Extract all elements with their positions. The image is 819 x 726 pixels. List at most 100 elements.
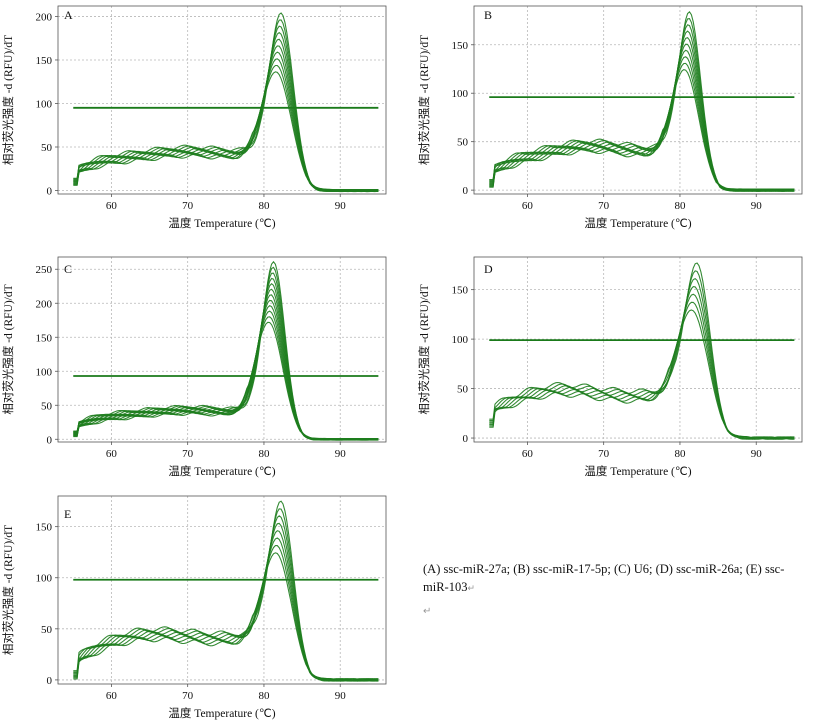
melt-curve: [73, 537, 379, 682]
melt-curve: [73, 58, 379, 193]
melt-curve: [489, 43, 795, 192]
x-axis-label: 温度 Temperature (℃): [584, 464, 691, 478]
y-tick-label: 150: [36, 55, 53, 67]
panel-label: C: [64, 262, 72, 276]
melt-curve: [73, 294, 379, 441]
y-tick-label: 50: [41, 400, 53, 412]
x-tick-label: 70: [598, 448, 610, 460]
melt-curve: [73, 316, 379, 441]
x-tick-label: 70: [182, 690, 194, 702]
x-tick-label: 90: [751, 200, 763, 212]
x-tick-label: 60: [106, 690, 118, 702]
x-tick-label: 60: [106, 200, 118, 212]
paragraph-mark: ↵: [467, 583, 475, 593]
melt-curve: [489, 49, 795, 192]
y-tick-label: 50: [457, 384, 469, 396]
melt-curve: [489, 293, 795, 440]
chart-panel-d: 60 70 80 90 0 50 100 150 温度 Temperature (℃) 相对荧光强…: [417, 256, 803, 478]
melt-curve: [73, 545, 379, 682]
panel-label: E: [64, 507, 71, 521]
melt-curve: [489, 10, 795, 192]
x-axis-label: 温度 Temperature (℃): [168, 706, 275, 720]
y-tick-label: 100: [452, 334, 469, 346]
melt-curve: [73, 64, 379, 193]
x-tick-label: 60: [522, 448, 534, 460]
melt-curve: [73, 500, 379, 682]
chart-panel-e: 60 70 80 90 0 50 100 150 温度 Temperature (℃) 相对荧光强…: [1, 495, 387, 720]
plot-frame: [57, 5, 387, 195]
y-tick-label: 0: [47, 434, 53, 446]
melt-curve: [73, 260, 379, 441]
melt-curve: [489, 270, 795, 440]
panel-label: A: [64, 8, 73, 22]
melt-curve: [73, 321, 379, 441]
x-tick-label: 90: [751, 448, 763, 460]
melt-curve: [73, 19, 379, 193]
x-tick-label: 80: [258, 200, 270, 212]
panel-label: D: [484, 262, 493, 276]
y-tick-label: 150: [36, 332, 53, 344]
melt-curve: [489, 56, 795, 192]
melt-curve: [489, 309, 795, 440]
y-axis-label: 相对荧光强度 -d (RFU)/dT: [417, 284, 431, 414]
y-tick-label: 200: [36, 11, 53, 23]
x-axis-label: 温度 Temperature (℃): [584, 216, 691, 230]
melt-curve: [489, 62, 795, 192]
plot-frame: [57, 495, 387, 685]
melt-curve: [73, 51, 379, 193]
melt-curve: [73, 25, 379, 193]
x-tick-label: 80: [674, 448, 686, 460]
figure-caption: (A) ssc-miR-27a; (B) ssc-miR-17-5p; (C) …: [423, 560, 803, 621]
y-tick-label: 100: [452, 88, 469, 100]
plot-frame: [57, 256, 387, 443]
melt-curve: [489, 36, 795, 192]
y-tick-label: 150: [452, 40, 469, 52]
chart-panel-a: 60 70 80 90 0 50 100 150 200 温度 Temperature (℃) 相对…: [1, 5, 387, 230]
y-tick-label: 50: [457, 137, 469, 149]
melt-curve: [489, 68, 795, 192]
chart-panel-b: 60 70 80 90 0 50 100 150 温度 Temperature (℃) 相对荧光强…: [417, 5, 803, 230]
melt-curve: [73, 71, 379, 193]
y-tick-label: 150: [36, 522, 53, 534]
x-tick-label: 60: [522, 200, 534, 212]
melt-curve: [489, 286, 795, 440]
x-axis-label: 温度 Temperature (℃): [168, 216, 275, 230]
y-tick-label: 150: [452, 285, 469, 297]
y-tick-label: 50: [41, 624, 53, 636]
melt-curve: [73, 522, 379, 682]
chart-panel-c: 60 70 80 90 0 50 100 150 200 250 温度 Temperature (℃…: [1, 256, 387, 478]
x-tick-label: 70: [182, 200, 194, 212]
y-axis-label: 相对荧光强度 -d (RFU)/dT: [417, 35, 431, 165]
x-tick-label: 80: [258, 690, 270, 702]
melt-curve: [489, 262, 795, 440]
x-axis-label: 温度 Temperature (℃): [168, 464, 275, 478]
y-tick-label: 0: [463, 433, 469, 445]
melt-curve: [73, 38, 379, 193]
melt-curve: [489, 277, 795, 440]
y-tick-label: 0: [47, 186, 53, 198]
melt-curve: [73, 45, 379, 193]
melt-curve: [73, 508, 379, 682]
x-tick-label: 80: [674, 200, 686, 212]
y-tick-label: 250: [36, 264, 53, 276]
plot-frame: [473, 5, 803, 195]
y-axis-label: 相对荧光强度 -d (RFU)/dT: [1, 284, 15, 414]
melt-curve: [73, 277, 379, 441]
melt-curve: [73, 530, 379, 682]
x-tick-label: 80: [258, 448, 270, 460]
x-tick-label: 60: [106, 448, 118, 460]
melt-curve: [73, 12, 379, 193]
melt-curve: [73, 515, 379, 682]
y-axis-label: 相对荧光强度 -d (RFU)/dT: [1, 525, 15, 655]
y-tick-label: 100: [36, 98, 53, 110]
x-tick-label: 70: [598, 200, 610, 212]
x-tick-label: 90: [335, 448, 347, 460]
melt-curve: [489, 301, 795, 440]
y-tick-label: 0: [47, 675, 53, 687]
x-tick-label: 90: [335, 690, 347, 702]
melt-curve: [73, 552, 379, 682]
y-axis-label: 相对荧光强度 -d (RFU)/dT: [1, 35, 15, 165]
y-tick-label: 50: [41, 142, 53, 154]
panel-label: B: [484, 8, 492, 22]
melt-curve: [73, 31, 379, 193]
